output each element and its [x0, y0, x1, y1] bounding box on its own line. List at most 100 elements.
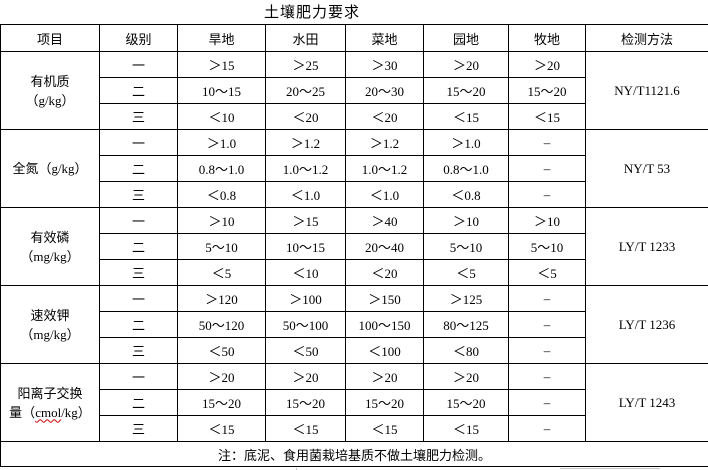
- value-cell: ＞15: [265, 207, 346, 234]
- value-cell: 50～120: [177, 311, 266, 338]
- value-cell: –: [508, 129, 586, 156]
- value-cell: 5～10: [423, 233, 509, 260]
- value-cell: ＞1.0: [177, 129, 266, 156]
- column-header: 项目: [0, 24, 100, 52]
- value-cell: ＞120: [177, 285, 266, 312]
- value-cell: ＞20: [423, 363, 509, 390]
- item-cell: 阳离子交换量（cmol/kg）: [0, 363, 100, 442]
- level-cell: 一: [99, 51, 178, 78]
- gridline-artifact: [296, 468, 297, 470]
- value-cell: 50～100: [265, 311, 346, 338]
- value-cell: –: [508, 181, 586, 208]
- table-row: 二 15～20 15～20 15～20 15～20–: [1, 389, 708, 416]
- item-line: （mg/kg）: [20, 326, 80, 342]
- value-cell: ＜50: [265, 337, 346, 364]
- table-body: 有机质 （g/kg）一＞15 ＞25 ＞30 ＞20 ＞20 NY/T1121.6 二 10～1…: [0, 51, 708, 467]
- value-cell: 20～25: [265, 77, 346, 104]
- table-row: 有效磷 （mg/kg）一＞10 ＞15 ＞40 ＞10 ＞10 LY/T 1233: [0, 207, 708, 286]
- value-cell: ＞10: [177, 207, 266, 234]
- method-cell: NY/T 53: [585, 129, 708, 208]
- value-cell: 0.8～1.0: [177, 155, 266, 182]
- item-cell: 有效磷 （mg/kg）: [0, 207, 100, 286]
- item-line: 有机质: [30, 73, 70, 89]
- note-row: 注：底泥、食用菌栽培基质不做土壤肥力检测。: [0, 441, 708, 467]
- item-line: （mg/kg）: [20, 248, 80, 264]
- value-cell: 100～150: [345, 311, 424, 338]
- item-line: 阳离子交换: [17, 385, 83, 401]
- table-row: 二 10～15 20～25 20～30 15～20 15～20: [1, 77, 708, 104]
- value-cell: –: [508, 337, 586, 364]
- table-row: 全氮（g/kg）一＞1.0 ＞1.2 ＞1.2 ＞1.0– NY/T 53: [0, 129, 708, 208]
- table-row: 阳离子交换 量（cmol/kg）一＞20 ＞20 ＞20 ＞20– LY/T 1243: [0, 363, 708, 442]
- value-cell: 5～10: [177, 233, 266, 260]
- value-cell: ＞1.2: [265, 129, 346, 156]
- value-cell: 10～15: [177, 77, 266, 104]
- value-cell: –: [508, 311, 586, 338]
- item-line: 量（cmol/kg）: [2, 403, 98, 422]
- value-cell: ＜15: [177, 415, 266, 442]
- table-row: 三＜10 ＜20 ＜20 ＜15 ＜15: [1, 103, 708, 130]
- value-cell: 20～30: [345, 77, 424, 104]
- method-cell: NY/T1121.6: [585, 51, 708, 130]
- value-cell: ＜0.8: [177, 181, 266, 208]
- misspelled-text: cmol: [35, 404, 62, 420]
- column-header: 旱地: [177, 24, 266, 52]
- gridline-artifact: [560, 468, 660, 469]
- column-header: 菜地: [345, 24, 424, 52]
- value-cell: ＜1.0: [265, 181, 346, 208]
- value-cell: –: [508, 415, 586, 442]
- value-cell: ＜10: [177, 103, 266, 130]
- page-title: 土壤肥力要求: [263, 5, 360, 21]
- value-cell: ＞15: [177, 51, 266, 78]
- level-cell: 三: [99, 337, 178, 364]
- value-cell: ＜20: [265, 103, 346, 130]
- value-cell: 80～125: [423, 311, 509, 338]
- value-cell: –: [508, 389, 586, 416]
- value-cell: ＞100: [265, 285, 346, 312]
- value-cell: ＜5: [177, 259, 266, 286]
- column-header: 检测方法: [585, 24, 708, 52]
- column-header: 级别: [99, 24, 178, 52]
- value-cell: ＞125: [423, 285, 509, 312]
- value-cell: ＜15: [345, 415, 424, 442]
- value-cell: ＜15: [423, 103, 509, 130]
- level-cell: 二: [99, 233, 178, 260]
- value-cell: ＜100: [345, 337, 424, 364]
- value-cell: –: [508, 155, 586, 182]
- value-cell: ＞30: [345, 51, 424, 78]
- item-line-segment: /kg）: [61, 404, 91, 420]
- value-cell: ＞1.0: [423, 129, 509, 156]
- level-cell: 一: [99, 285, 178, 312]
- value-cell: ＞40: [345, 207, 424, 234]
- method-cell: LY/T 1236: [585, 285, 708, 364]
- value-cell: ＜5: [423, 259, 509, 286]
- level-cell: 二: [99, 77, 178, 104]
- soil-fertility-table: 项目 级别 旱地 水田 菜地 园地 牧地 检测方法 有机质 （g/kg）一＞15 ＞25 ＞30 ＞2…: [0, 24, 708, 467]
- value-cell: ＞1.2: [345, 129, 424, 156]
- level-cell: 二: [99, 311, 178, 338]
- item-line-segment: 量（: [9, 404, 36, 420]
- value-cell: 5～10: [508, 233, 586, 260]
- value-cell: 20～40: [345, 233, 424, 260]
- value-cell: 10～15: [265, 233, 346, 260]
- value-cell: 15～20: [177, 389, 266, 416]
- value-cell: ＞20: [423, 51, 509, 78]
- value-cell: ＜15: [508, 103, 586, 130]
- level-cell: 三: [99, 415, 178, 442]
- level-cell: 二: [99, 155, 178, 182]
- value-cell: 1.0～1.2: [345, 155, 424, 182]
- value-cell: ＜5: [508, 259, 586, 286]
- value-cell: ＞20: [345, 363, 424, 390]
- method-cell: LY/T 1233: [585, 207, 708, 286]
- value-cell: ＞10: [423, 207, 509, 234]
- level-cell: 三: [99, 103, 178, 130]
- value-cell: ＜50: [177, 337, 266, 364]
- level-cell: 一: [99, 207, 178, 234]
- column-header: 牧地: [508, 24, 586, 52]
- item-cell: 有机质 （g/kg）: [0, 51, 100, 130]
- method-cell: LY/T 1243: [585, 363, 708, 442]
- table-row: 二 50～120 50～100 100～150 80～125–: [1, 311, 708, 338]
- table-row: 二 0.8～1.0 1.0～1.2 1.0～1.2 0.8～1.0–: [1, 155, 708, 182]
- value-cell: ＞20: [265, 363, 346, 390]
- value-cell: ＜80: [423, 337, 509, 364]
